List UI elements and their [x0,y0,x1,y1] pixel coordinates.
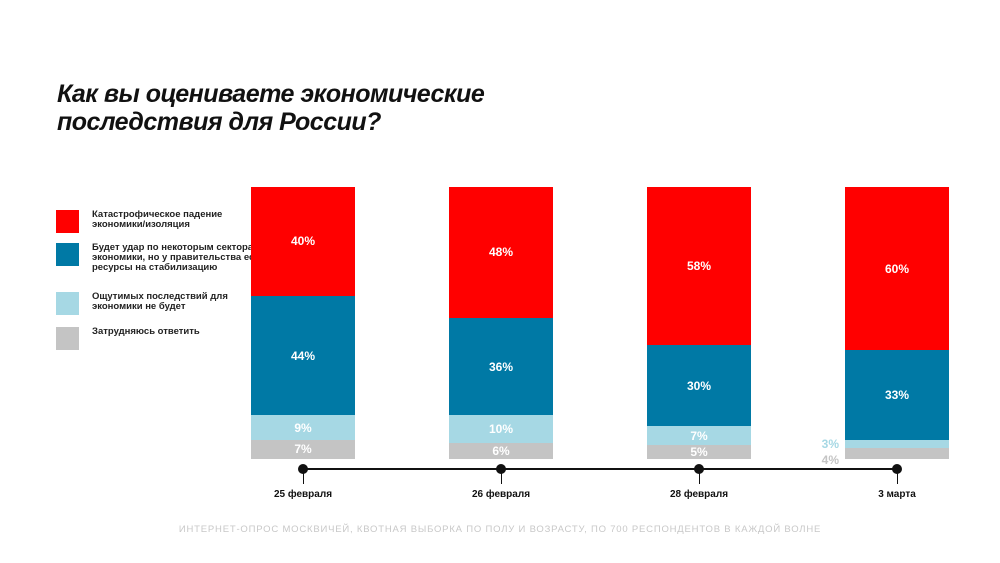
timeline-dot [694,464,704,474]
timeline-dot [496,464,506,474]
legend-item: Затрудняюсь ответить [56,327,272,350]
legend-item: Катастрофическое падение экономики/изоля… [56,210,272,233]
chart-title: Как вы оцениваете экономические последст… [57,80,485,136]
data-label: 10% [488,422,514,437]
tick-mark [303,472,304,484]
data-label: 4% [821,453,839,468]
bar-segment [845,439,949,449]
data-label: 7% [690,428,708,443]
legend-label: Затрудняюсь ответить [92,326,200,337]
data-label: 30% [686,378,712,393]
bar-segment: 7% [251,439,355,459]
legend-swatch [56,243,79,266]
bar-segment [845,448,949,459]
timeline-dot [298,464,308,474]
legend-label: Ощутимых последствий для экономики не бу… [92,291,228,312]
bar-segment: 10% [449,415,553,443]
data-label: 6% [492,443,510,458]
bar-stack: 58% 30% 7% 5% [647,187,751,459]
bar-segment: 5% [647,445,751,459]
data-label: 33% [884,388,910,403]
data-label: 44% [290,348,316,363]
bar-segment: 48% [449,187,553,318]
data-label: 5% [690,445,708,460]
data-label: 9% [294,420,312,435]
bar-segment: 40% [251,187,355,296]
bar-segment: 30% [647,344,751,427]
legend-item: Будет удар по некоторым секторам экономи… [56,243,272,273]
data-label: 40% [290,234,316,249]
legend-item: Ощутимых последствий для экономики не бу… [56,292,272,315]
tick-mark [501,472,502,484]
x-tick-label: 25 февраля [273,489,333,500]
tick-mark [699,472,700,484]
data-label: 36% [488,359,514,374]
bar-segment: 60% [845,187,949,351]
tick-mark [897,472,898,484]
timeline-dot [892,464,902,474]
data-label: 7% [294,442,312,457]
legend-swatch [56,210,79,233]
x-tick-label: 3 марта [878,489,916,500]
bar-stack: 40% 44% 9% 7% [251,187,355,459]
legend-swatch [56,292,79,315]
bar-stack: 60% 33% 3% 4% [822,187,949,467]
legend-label: Катастрофическое падение экономики/изоля… [92,209,223,230]
bar-segment: 9% [251,415,355,440]
legend-label: Будет удар по некоторым секторам экономи… [92,242,265,273]
bar-segment: 7% [647,426,751,446]
bar-segment: 36% [449,317,553,416]
legend-swatch [56,327,79,350]
bar-stack: 48% 36% 10% 6% [449,187,553,459]
bar-segment: 6% [449,442,553,459]
bar-segment: 33% [845,350,949,440]
data-label: 48% [488,245,514,260]
data-label: 58% [686,258,712,273]
footnote: ИНТЕРНЕТ-ОПРОС МОСКВИЧЕЙ, КВОТНАЯ ВЫБОРК… [178,524,822,535]
data-label: 60% [884,261,910,276]
data-label: 3% [821,437,839,452]
timeline-axis [303,468,897,470]
bar-segment: 44% [251,295,355,416]
x-tick-label: 26 февраля [471,489,531,500]
x-tick-label: 28 февраля [669,489,729,500]
bar-segment: 58% [647,187,751,345]
